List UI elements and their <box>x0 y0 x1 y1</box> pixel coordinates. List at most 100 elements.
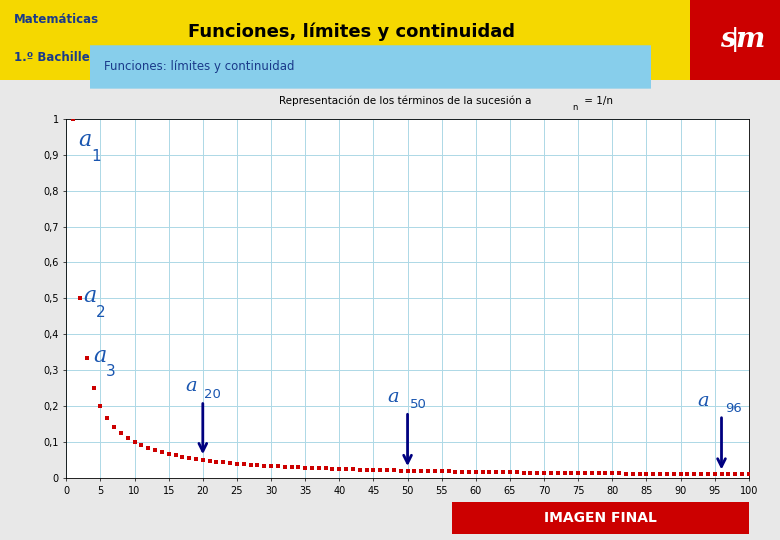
Point <box>606 469 619 478</box>
Text: a: a <box>83 285 97 307</box>
Point <box>613 469 626 478</box>
Point <box>326 464 339 473</box>
Point <box>668 470 680 478</box>
Point <box>497 468 509 477</box>
Text: 3: 3 <box>106 364 115 379</box>
Point <box>149 446 161 455</box>
Point <box>551 469 564 477</box>
Text: 96: 96 <box>725 402 742 415</box>
FancyBboxPatch shape <box>0 0 780 80</box>
Text: Funciones, límites y continuidad: Funciones, límites y continuidad <box>187 23 515 41</box>
Point <box>333 464 346 473</box>
Text: a: a <box>79 129 92 151</box>
Point <box>681 470 693 478</box>
Point <box>244 460 257 469</box>
Point <box>347 465 360 474</box>
Point <box>190 455 202 463</box>
Point <box>565 469 577 477</box>
Point <box>258 461 271 470</box>
Point <box>381 466 393 475</box>
Point <box>360 465 373 474</box>
Text: 1.º Bachillerato: 1.º Bachillerato <box>14 51 117 64</box>
Point <box>94 402 107 410</box>
Point <box>429 467 441 476</box>
Point <box>708 470 721 478</box>
Point <box>395 466 407 475</box>
Point <box>456 468 468 476</box>
Text: n: n <box>573 103 578 112</box>
Point <box>340 465 353 474</box>
Point <box>484 468 496 476</box>
Point <box>647 469 660 478</box>
Point <box>435 467 448 476</box>
Point <box>722 470 735 478</box>
Point <box>299 463 311 472</box>
Point <box>285 463 298 471</box>
Point <box>633 469 646 478</box>
Point <box>320 464 332 473</box>
Point <box>586 469 598 477</box>
Point <box>74 294 87 302</box>
Point <box>217 458 229 467</box>
Point <box>579 469 591 477</box>
Text: 50: 50 <box>410 399 427 411</box>
Point <box>593 469 605 477</box>
Point <box>156 448 168 457</box>
Point <box>128 437 141 446</box>
Point <box>67 114 80 123</box>
Point <box>183 454 196 462</box>
FancyBboxPatch shape <box>70 45 671 89</box>
Point <box>415 467 427 475</box>
Point <box>524 468 537 477</box>
Point <box>401 467 413 475</box>
Point <box>544 469 557 477</box>
Point <box>517 468 530 477</box>
Point <box>142 444 154 453</box>
Text: 2: 2 <box>96 305 105 320</box>
Point <box>422 467 434 475</box>
Point <box>87 384 100 393</box>
Point <box>135 441 147 450</box>
Point <box>251 461 264 469</box>
Text: 20: 20 <box>204 388 221 401</box>
Point <box>477 468 489 476</box>
Text: IMAGEN FINAL: IMAGEN FINAL <box>544 511 657 525</box>
Point <box>197 456 209 464</box>
Point <box>620 469 633 478</box>
Point <box>661 469 673 478</box>
Point <box>292 463 304 471</box>
Point <box>265 462 278 470</box>
Text: Funciones: límites y continuidad: Funciones: límites y continuidad <box>104 60 294 73</box>
Text: m: m <box>735 26 764 53</box>
Point <box>736 470 748 478</box>
Text: a: a <box>387 388 399 406</box>
Point <box>504 468 516 477</box>
Point <box>271 462 284 471</box>
Point <box>715 470 728 478</box>
Point <box>367 465 380 474</box>
Point <box>470 468 482 476</box>
Point <box>211 457 223 466</box>
Text: a: a <box>94 345 107 367</box>
FancyBboxPatch shape <box>438 501 764 535</box>
Text: Matemáticas: Matemáticas <box>14 14 99 26</box>
Point <box>115 429 127 437</box>
Text: |: | <box>731 28 739 52</box>
Text: s: s <box>719 26 735 53</box>
Point <box>238 460 250 468</box>
Text: 1: 1 <box>90 148 101 164</box>
Point <box>442 467 455 476</box>
Point <box>108 422 120 431</box>
Point <box>353 465 366 474</box>
Point <box>231 459 243 468</box>
Point <box>537 468 550 477</box>
Point <box>388 466 400 475</box>
Point <box>169 451 182 460</box>
Point <box>122 434 134 442</box>
Point <box>729 470 742 478</box>
Point <box>176 453 189 461</box>
Point <box>449 467 462 476</box>
Point <box>374 466 387 475</box>
Text: a: a <box>186 377 197 395</box>
Point <box>510 468 523 477</box>
